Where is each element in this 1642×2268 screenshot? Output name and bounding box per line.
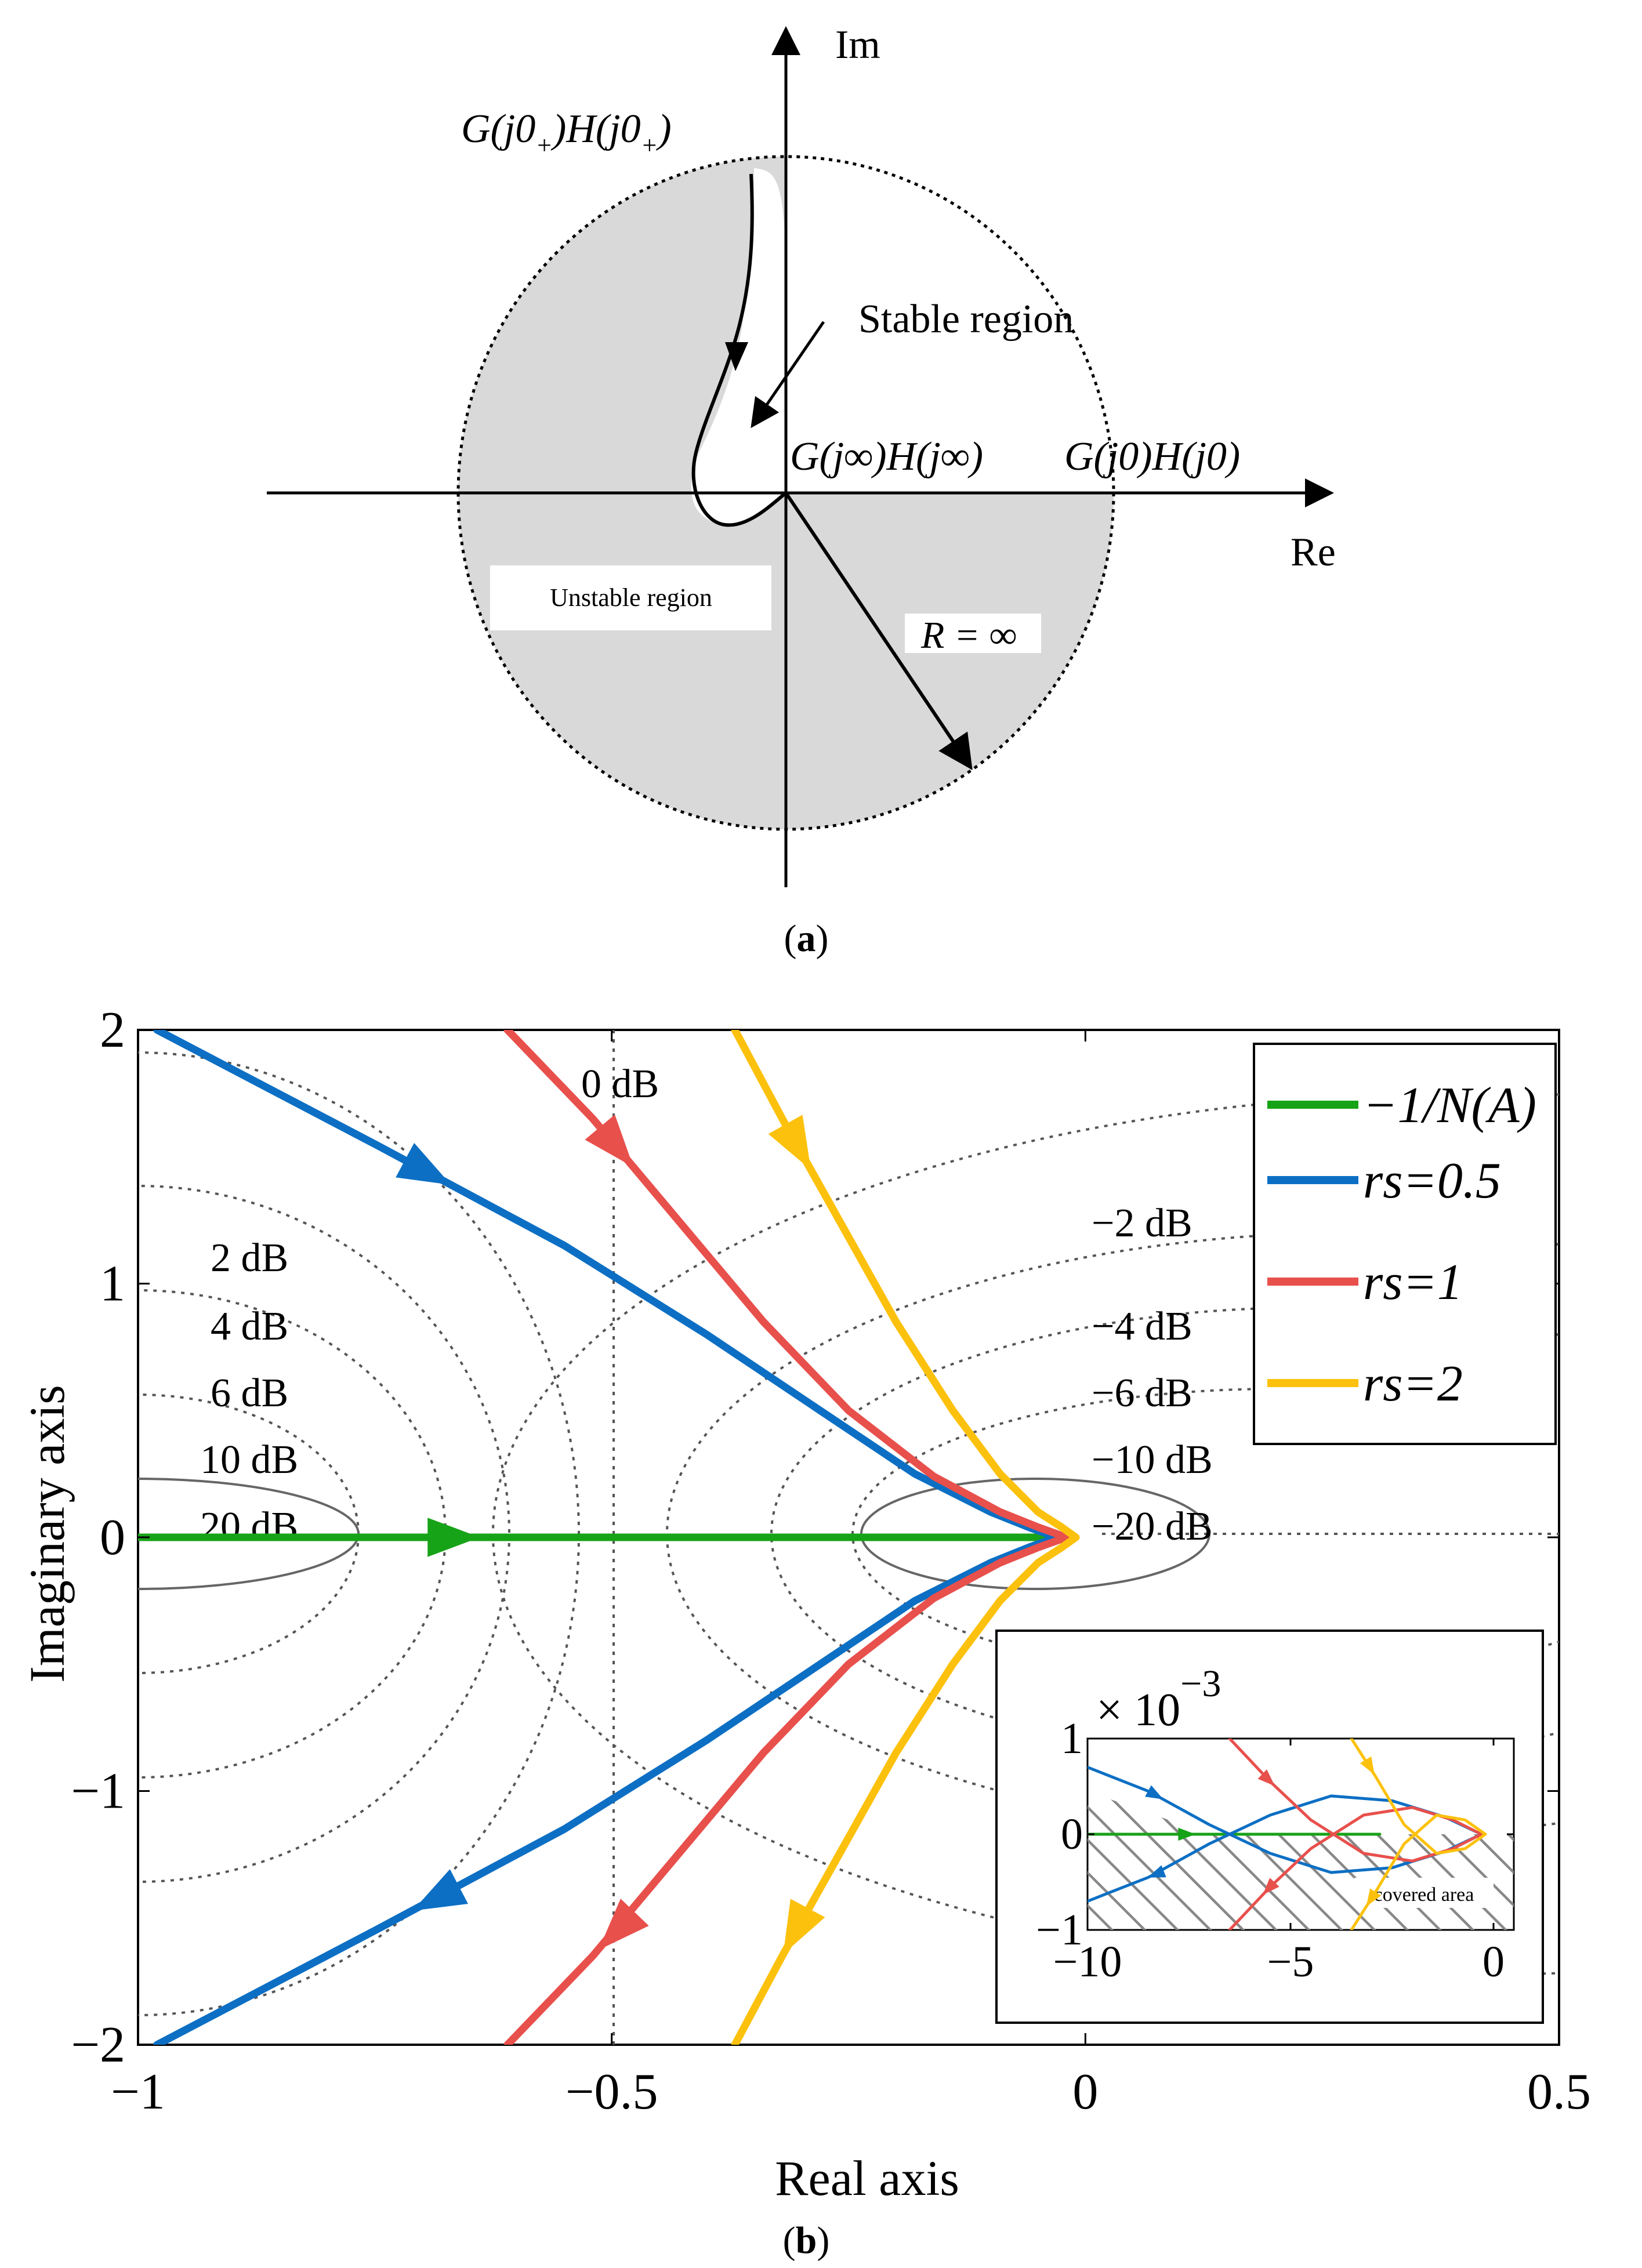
radius-label: R = ∞ <box>920 614 1017 656</box>
label-2db: 2 dB <box>211 1236 288 1280</box>
start-point-label: G(j0+)H(j0+) <box>461 107 672 159</box>
panel-b-caption: (b) <box>783 2219 830 2262</box>
main-series-rs-1-line <box>503 1030 1071 2045</box>
label-m2db: −2 dB <box>1092 1201 1192 1246</box>
inset-ticks-group: −10 −5 0−101 <box>1036 1714 1514 1986</box>
legend: −1/N(A) rs=0.5 rs=1 rs=2 <box>1253 1043 1557 1445</box>
legend-label-rs2: rs=2 <box>1363 1356 1463 1412</box>
inset-series-rs-2-arrow-0 <box>1360 1756 1375 1775</box>
inset-series-rs-1-arrow-1 <box>1262 1878 1279 1895</box>
inset-series-rs-2-line <box>1350 1739 1487 1930</box>
main-series-group <box>138 1030 1080 2045</box>
main-series-rs-0-5-arrow-0 <box>396 1142 451 1185</box>
label-4db: 4 dB <box>211 1304 288 1349</box>
inset-series-rs-2-arrow-1 <box>1366 1888 1382 1907</box>
stable-region-arrow <box>751 321 825 429</box>
x-axis-label: Real axis <box>775 2150 959 2206</box>
label-6db: 6 dB <box>211 1371 288 1416</box>
main-ytick-label-1: −1 <box>71 1763 125 1820</box>
inset-scale-label: × 10−3 <box>1096 1663 1221 1736</box>
covered-area-label-box <box>1354 1878 1494 1908</box>
main-series-rs-0-5-arrow-1 <box>412 1869 469 1911</box>
main-series-rs-2-arrow-1 <box>783 1899 825 1954</box>
covered-area-label: covered area <box>1374 1884 1474 1906</box>
unstable-label-box <box>490 565 771 630</box>
inset-series-rs-1-line <box>1228 1739 1483 1930</box>
inset-series-1-n-a-arrow-0 <box>1178 1827 1196 1841</box>
inset-series-rs-0-5-arrow-0 <box>1145 1785 1163 1799</box>
main-series-rs-2-line <box>731 1030 1080 2045</box>
label-m20db: −20 dB <box>1092 1504 1213 1549</box>
main-series-rs-2-arrow-0 <box>768 1115 811 1170</box>
label-20db: 20 dB <box>200 1504 298 1549</box>
inset-ytick-label-1: 0 <box>1061 1810 1083 1859</box>
re-axis-label: Re <box>1291 530 1336 575</box>
main-xtick-label-0: −1 <box>111 2064 165 2120</box>
inset-ytick-label-2: 1 <box>1061 1714 1083 1763</box>
g-inf-label: G(j∞)H(j∞) <box>790 434 983 479</box>
main-ytick-label-3: 1 <box>100 1256 125 1312</box>
radius-arrow <box>784 492 973 770</box>
panel-a-nyquist-diagram: Im Re G(j0+)H(j0+) Stable region G(j∞)H(… <box>267 23 1336 960</box>
label-m6db: −6 dB <box>1092 1371 1192 1416</box>
main-xtick-label-1: −0.5 <box>566 2064 658 2120</box>
panel-b-describing-function-plot: 0 dB 2 dB 4 dB 6 dB 10 dB 20 dB −2 dB −4… <box>19 1002 1591 2262</box>
main-xtick-label-3: 0.5 <box>1527 2064 1591 2120</box>
nyquist-curve <box>691 173 787 527</box>
main-series-rs-1-arrow-1 <box>598 1899 649 1950</box>
y-axis-label: Imaginary axis <box>19 1385 75 1682</box>
inset-series-rs-1-arrow-0 <box>1257 1769 1275 1786</box>
legend-box <box>1253 1043 1557 1445</box>
radius-label-box <box>905 614 1041 653</box>
g-zero-label: G(j0)H(j0) <box>1064 434 1240 479</box>
main-ytick-label-4: 2 <box>100 1002 125 1058</box>
unstable-region-label: Unstable region <box>550 583 712 612</box>
label-m10db: −10 dB <box>1092 1438 1213 1482</box>
inset: × 10−3 covered area −10 −5 0−101 <box>995 1630 1544 2024</box>
inset-ytick-label-0: −1 <box>1036 1906 1083 1954</box>
contour-labels: 0 dB 2 dB 4 dB 6 dB 10 dB 20 dB −2 dB −4… <box>200 1062 1213 1549</box>
inset-series-rs-0-5-arrow-1 <box>1147 1865 1166 1878</box>
main-ytick-label-2: 0 <box>100 1509 125 1566</box>
inset-xtick-label-2: 0 <box>1482 1937 1505 1986</box>
main-series-1-n-a-arrow-0 <box>427 1518 480 1557</box>
main-ytick-label-0: −2 <box>71 2017 125 2073</box>
im-axis-label: Im <box>835 23 880 67</box>
inset-series-group <box>1088 1739 1487 1930</box>
legend-label-describing-function: −1/N(A) <box>1363 1077 1536 1134</box>
label-10db: 10 dB <box>200 1438 298 1482</box>
panel-a-caption: (a) <box>784 917 829 960</box>
inset-xtick-label-0: −10 <box>1053 1937 1122 1986</box>
main-series-rs-1-arrow-0 <box>585 1114 634 1167</box>
legend-label-rs1: rs=1 <box>1363 1254 1463 1311</box>
main-xtick-label-2: 0 <box>1072 2064 1098 2120</box>
label-m4db: −4 dB <box>1092 1304 1192 1349</box>
nyquist-curve-arrow <box>725 342 748 371</box>
legend-label-rs05: rs=0.5 <box>1363 1153 1501 1209</box>
inset-xtick-label-1: −5 <box>1267 1937 1314 1986</box>
label-0db: 0 dB <box>581 1062 659 1106</box>
stable-region-label: Stable region <box>858 297 1074 342</box>
